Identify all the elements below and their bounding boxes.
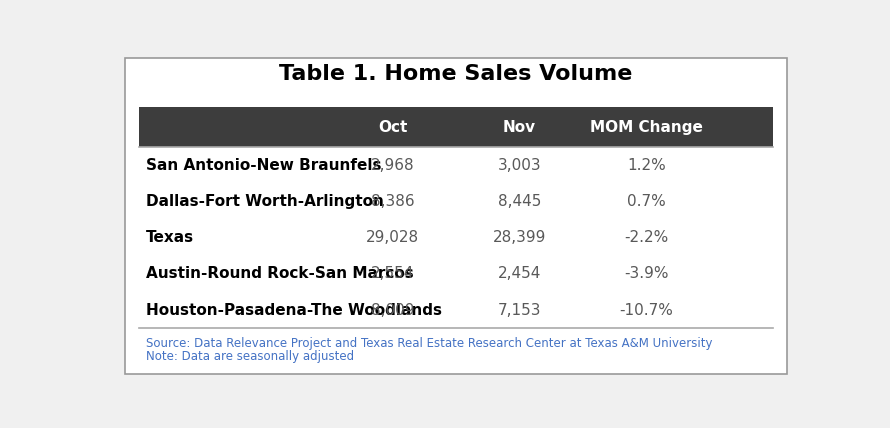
Text: Note: Data are seasonally adjusted: Note: Data are seasonally adjusted — [146, 350, 354, 363]
Text: Austin-Round Rock-San Marcos: Austin-Round Rock-San Marcos — [146, 266, 414, 281]
Text: 28,399: 28,399 — [493, 230, 546, 245]
Text: San Antonio-New Braunfels: San Antonio-New Braunfels — [146, 158, 381, 172]
Text: Nov: Nov — [503, 120, 536, 135]
Text: Houston-Pasadena-The Woodlands: Houston-Pasadena-The Woodlands — [146, 303, 441, 318]
Text: 8,009: 8,009 — [371, 303, 415, 318]
Text: -10.7%: -10.7% — [619, 303, 674, 318]
Text: 7,153: 7,153 — [498, 303, 541, 318]
Text: Texas: Texas — [146, 230, 194, 245]
FancyBboxPatch shape — [139, 107, 773, 147]
Text: 3,003: 3,003 — [498, 158, 541, 172]
Text: 8,386: 8,386 — [371, 194, 415, 209]
Text: -2.2%: -2.2% — [625, 230, 668, 245]
Text: Oct: Oct — [378, 120, 408, 135]
Text: Source: Data Relevance Project and Texas Real Estate Research Center at Texas A&: Source: Data Relevance Project and Texas… — [146, 336, 712, 350]
Text: Table 1. Home Sales Volume: Table 1. Home Sales Volume — [279, 65, 633, 84]
Text: 2,454: 2,454 — [498, 266, 541, 281]
Text: 8,445: 8,445 — [498, 194, 541, 209]
Text: 2,554: 2,554 — [371, 266, 415, 281]
Text: -3.9%: -3.9% — [624, 266, 668, 281]
Text: 2,968: 2,968 — [371, 158, 415, 172]
Text: MOM Change: MOM Change — [590, 120, 703, 135]
FancyBboxPatch shape — [125, 58, 788, 374]
Text: 0.7%: 0.7% — [627, 194, 666, 209]
Text: 1.2%: 1.2% — [627, 158, 666, 172]
Text: Dallas-Fort Worth-Arlington: Dallas-Fort Worth-Arlington — [146, 194, 384, 209]
Text: 29,028: 29,028 — [366, 230, 419, 245]
